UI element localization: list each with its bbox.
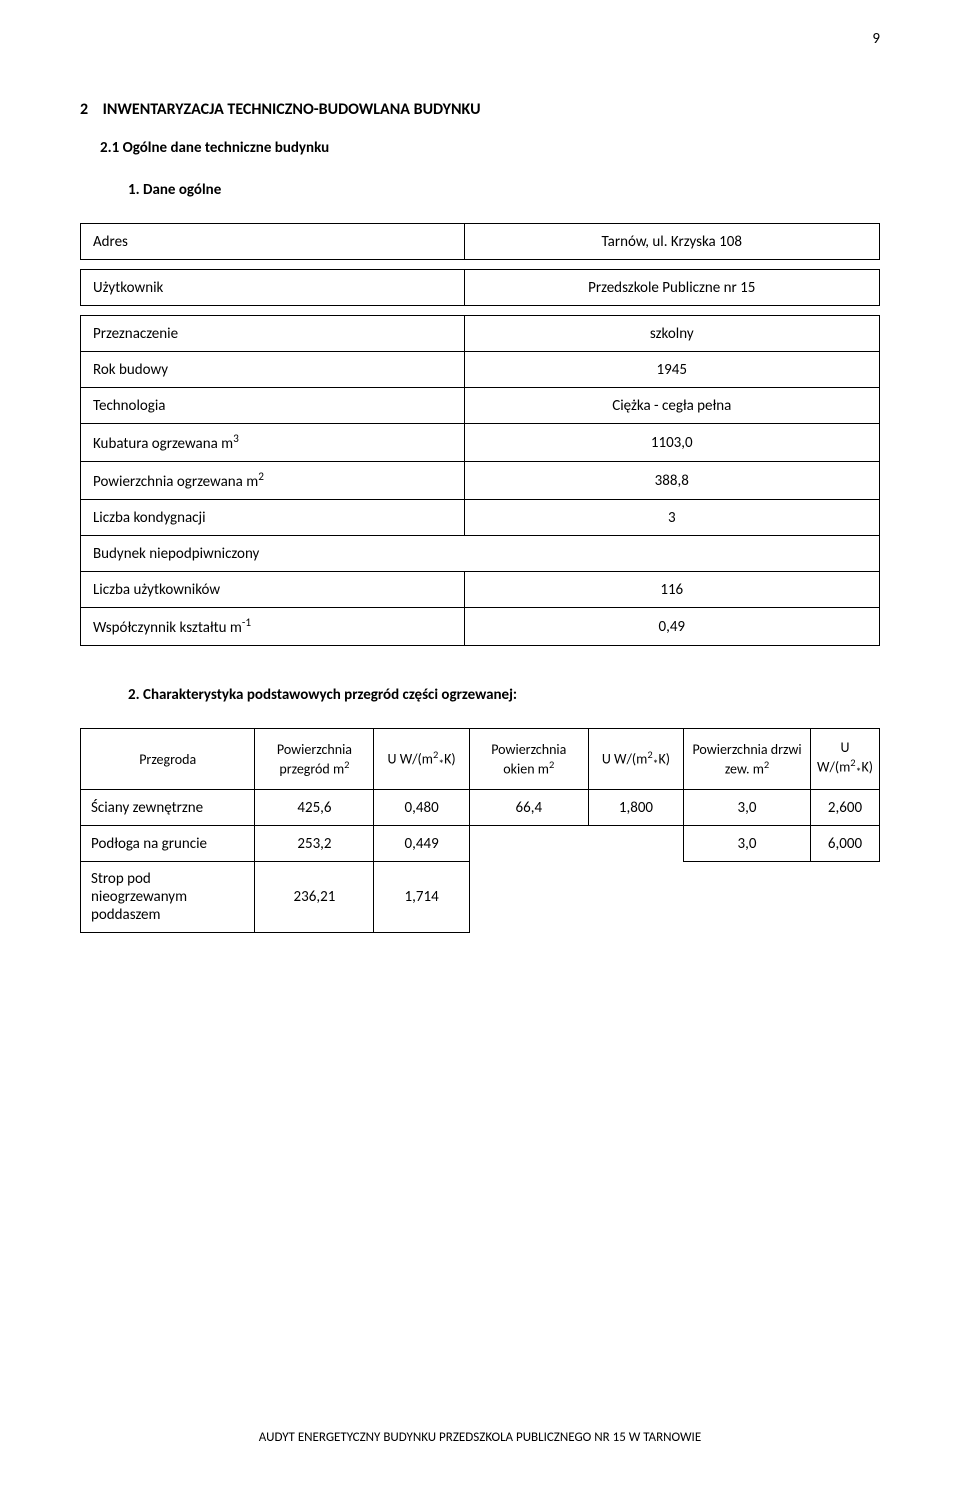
page-number: 9 xyxy=(872,30,880,48)
table-cell-label: Kubatura ogrzewana m3 xyxy=(81,424,465,462)
table-cell-value xyxy=(469,862,588,933)
table-row: AdresTarnów, ul. Krzyska 108 xyxy=(81,224,880,260)
table-cell-label: Liczba użytkowników xyxy=(81,572,465,608)
table-row: Ściany zewnętrzne425,60,48066,41,8003,02… xyxy=(81,790,880,826)
table-row: Współczynnik kształtu m-10,49 xyxy=(81,608,880,646)
table-cell-rowlabel: Strop pod nieogrzewanym poddaszem xyxy=(81,862,255,933)
table-header-cell: U W/(m2*K) xyxy=(374,729,469,790)
table-cell-value xyxy=(810,862,879,933)
table-cell-value: 3,0 xyxy=(684,790,811,826)
list-item-1-number: 1. xyxy=(128,181,140,199)
table-header-cell: Powierzchnia przegród m2 xyxy=(255,729,374,790)
subsection-number: 2.1 xyxy=(100,139,119,157)
table-cell-value: szkolny xyxy=(464,316,879,352)
table-cell-value: 1,800 xyxy=(588,790,683,826)
table-cell-rowlabel: Ściany zewnętrzne xyxy=(81,790,255,826)
table-row: Budynek niepodpiwniczony xyxy=(81,536,880,572)
table-cell-label: Adres xyxy=(81,224,465,260)
table-cell-label: Współczynnik kształtu m-1 xyxy=(81,608,465,646)
table-cell-value: 3 xyxy=(464,500,879,536)
table-cell-value xyxy=(588,826,683,862)
table-row: Liczba kondygnacji3 xyxy=(81,500,880,536)
list-item-2-number: 2. xyxy=(128,686,140,704)
table-cell-value xyxy=(588,862,683,933)
table-cell-value: 116 xyxy=(464,572,879,608)
list-item-1: 1. Dane ogólne xyxy=(128,181,880,199)
table-cell-label: Powierzchnia ogrzewana m2 xyxy=(81,462,465,500)
table-row: Strop pod nieogrzewanym poddaszem236,211… xyxy=(81,862,880,933)
table-row: Kubatura ogrzewana m31103,0 xyxy=(81,424,880,462)
table-cell-label: Liczba kondygnacji xyxy=(81,500,465,536)
table-cell-value xyxy=(684,862,811,933)
list-item-1-title: Dane ogólne xyxy=(143,181,221,199)
table-cell-value: Przedszkole Publiczne nr 15 xyxy=(464,270,879,306)
table-cell-value: 66,4 xyxy=(469,790,588,826)
table-row: Podłoga na gruncie253,20,449 3,06,000 xyxy=(81,826,880,862)
table-cell-value: 1945 xyxy=(464,352,879,388)
section-title: INWENTARYZACJA TECHNICZNO-BUDOWLANA BUDY… xyxy=(103,100,481,119)
table-cell-value: Ciężka - cegła pełna xyxy=(464,388,879,424)
table-cell-label: Przeznaczenie xyxy=(81,316,465,352)
section-heading: 2 INWENTARYZACJA TECHNICZNO-BUDOWLANA BU… xyxy=(80,100,880,119)
table-cell-value: 0,49 xyxy=(464,608,879,646)
table-cell-value: 0,449 xyxy=(374,826,469,862)
table-cell-value: 1,714 xyxy=(374,862,469,933)
table-cell-value: 236,21 xyxy=(255,862,374,933)
general-data-table: AdresTarnów, ul. Krzyska 108UżytkownikPr… xyxy=(80,223,880,646)
table-cell-value: 253,2 xyxy=(255,826,374,862)
table-cell-value: 388,8 xyxy=(464,462,879,500)
table-cell-label: Użytkownik xyxy=(81,270,465,306)
table-cell-value: 3,0 xyxy=(684,826,811,862)
list-item-2: 2. Charakterystyka podstawowych przegród… xyxy=(128,686,880,704)
table-cell-value: 425,6 xyxy=(255,790,374,826)
table-row: Rok budowy1945 xyxy=(81,352,880,388)
table-cell-rowlabel: Podłoga na gruncie xyxy=(81,826,255,862)
table-header-cell: U W/(m2*K) xyxy=(588,729,683,790)
table-row: TechnologiaCiężka - cegła pełna xyxy=(81,388,880,424)
table-cell-value: Tarnów, ul. Krzyska 108 xyxy=(464,224,879,260)
partitions-table: PrzegrodaPowierzchnia przegród m2U W/(m2… xyxy=(80,728,880,933)
subsection-title: Ogólne dane techniczne budynku xyxy=(123,139,330,157)
footer-text: AUDYT ENERGETYCZNY BUDYNKU PRZEDSZKOLA P… xyxy=(0,1430,960,1445)
table-row: Liczba użytkowników116 xyxy=(81,572,880,608)
table-cell-label: Budynek niepodpiwniczony xyxy=(81,536,880,572)
table-row: Powierzchnia ogrzewana m2388,8 xyxy=(81,462,880,500)
table-cell-value xyxy=(469,826,588,862)
table-cell-label: Technologia xyxy=(81,388,465,424)
table-cell-value: 6,000 xyxy=(810,826,879,862)
table-cell-label: Rok budowy xyxy=(81,352,465,388)
section-number: 2 xyxy=(80,100,88,119)
table-header-cell: Przegroda xyxy=(81,729,255,790)
table-header-cell: Powierzchnia okien m2 xyxy=(469,729,588,790)
table-header-cell: U W/(m2*K) xyxy=(810,729,879,790)
table-row: UżytkownikPrzedszkole Publiczne nr 15 xyxy=(81,270,880,306)
table-cell-value: 2,600 xyxy=(810,790,879,826)
table-row: Przeznaczenieszkolny xyxy=(81,316,880,352)
subsection-heading: 2.1 Ogólne dane techniczne budynku xyxy=(100,139,880,157)
table-header-cell: Powierzchnia drzwi zew. m2 xyxy=(684,729,811,790)
table-cell-value: 0,480 xyxy=(374,790,469,826)
list-item-2-title: Charakterystyka podstawowych przegród cz… xyxy=(143,686,517,704)
table-cell-value: 1103,0 xyxy=(464,424,879,462)
